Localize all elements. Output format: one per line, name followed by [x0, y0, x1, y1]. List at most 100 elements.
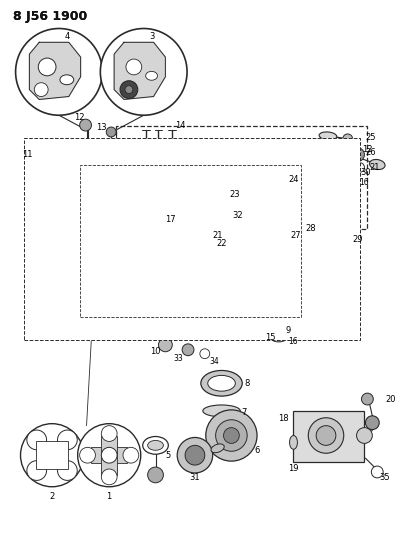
Circle shape [274, 235, 284, 244]
Circle shape [211, 312, 220, 322]
Bar [101, 435, 117, 475]
Text: 15: 15 [266, 334, 276, 342]
Circle shape [37, 140, 47, 150]
Ellipse shape [164, 156, 182, 167]
Circle shape [123, 447, 139, 463]
Ellipse shape [90, 217, 108, 224]
Bar [80, 165, 301, 317]
Circle shape [75, 312, 84, 322]
Circle shape [228, 163, 235, 171]
Polygon shape [123, 140, 261, 182]
Circle shape [78, 424, 141, 487]
Circle shape [101, 426, 117, 441]
Circle shape [139, 263, 147, 271]
Ellipse shape [148, 440, 164, 450]
Ellipse shape [208, 375, 235, 391]
Circle shape [182, 344, 194, 356]
Circle shape [273, 316, 285, 328]
Ellipse shape [169, 235, 187, 248]
Circle shape [312, 236, 320, 244]
Text: 8: 8 [244, 379, 250, 388]
Text: 18: 18 [278, 414, 289, 423]
Circle shape [100, 28, 187, 115]
Circle shape [345, 140, 354, 150]
Circle shape [108, 312, 118, 322]
Text: 22: 22 [216, 239, 227, 248]
Bar [28, 165, 82, 317]
Text: 4: 4 [64, 32, 70, 41]
Ellipse shape [203, 405, 240, 417]
Circle shape [371, 466, 383, 478]
Bar [36, 441, 68, 469]
Circle shape [144, 140, 154, 150]
Circle shape [224, 427, 239, 443]
Circle shape [284, 312, 294, 322]
Circle shape [341, 172, 351, 181]
Circle shape [211, 140, 220, 150]
Text: 5: 5 [166, 451, 171, 460]
Bar [303, 165, 354, 317]
Text: 23: 23 [229, 190, 240, 199]
Bar [28, 145, 354, 337]
Circle shape [226, 233, 236, 244]
Bar [92, 447, 127, 463]
Text: 7: 7 [242, 408, 247, 417]
Ellipse shape [146, 71, 158, 80]
Circle shape [206, 410, 257, 461]
Ellipse shape [143, 437, 168, 454]
Circle shape [101, 447, 117, 463]
Text: 25: 25 [366, 133, 376, 142]
Circle shape [108, 140, 118, 150]
Text: 30: 30 [360, 168, 371, 177]
Circle shape [308, 418, 344, 453]
Ellipse shape [319, 147, 337, 155]
Circle shape [200, 349, 210, 359]
Text: 34: 34 [210, 357, 220, 366]
Text: 35: 35 [379, 473, 390, 482]
Text: 24: 24 [288, 175, 299, 184]
Text: 8 J56 1900: 8 J56 1900 [13, 10, 87, 23]
Circle shape [16, 28, 102, 115]
Circle shape [185, 446, 205, 465]
Circle shape [185, 214, 244, 273]
Ellipse shape [271, 334, 286, 342]
Circle shape [144, 312, 154, 322]
Circle shape [88, 201, 164, 276]
Circle shape [195, 224, 234, 263]
Circle shape [235, 168, 243, 176]
Polygon shape [29, 42, 81, 100]
Text: 16: 16 [360, 177, 369, 187]
Ellipse shape [201, 370, 242, 396]
Ellipse shape [137, 157, 154, 168]
Circle shape [98, 211, 154, 266]
Bar [294, 411, 364, 462]
Ellipse shape [118, 217, 136, 224]
Circle shape [120, 80, 138, 99]
Ellipse shape [160, 258, 181, 272]
Circle shape [356, 427, 372, 443]
Text: 19: 19 [288, 464, 299, 473]
Circle shape [164, 258, 177, 272]
Circle shape [58, 461, 77, 480]
Circle shape [244, 140, 254, 150]
Circle shape [177, 140, 187, 150]
Ellipse shape [63, 217, 81, 224]
Bar [80, 165, 301, 317]
Polygon shape [28, 202, 160, 228]
Text: 1: 1 [106, 492, 112, 501]
Circle shape [230, 151, 249, 171]
Circle shape [244, 312, 254, 322]
Text: 3: 3 [149, 32, 154, 41]
Circle shape [80, 447, 96, 463]
Circle shape [148, 467, 164, 483]
Text: 17: 17 [165, 215, 176, 224]
Circle shape [37, 312, 47, 322]
Circle shape [58, 430, 77, 450]
Polygon shape [114, 42, 165, 100]
Circle shape [27, 430, 46, 450]
Circle shape [284, 140, 294, 150]
Circle shape [309, 232, 323, 246]
Text: 32: 32 [232, 211, 243, 220]
Ellipse shape [195, 159, 207, 166]
Circle shape [354, 163, 364, 172]
